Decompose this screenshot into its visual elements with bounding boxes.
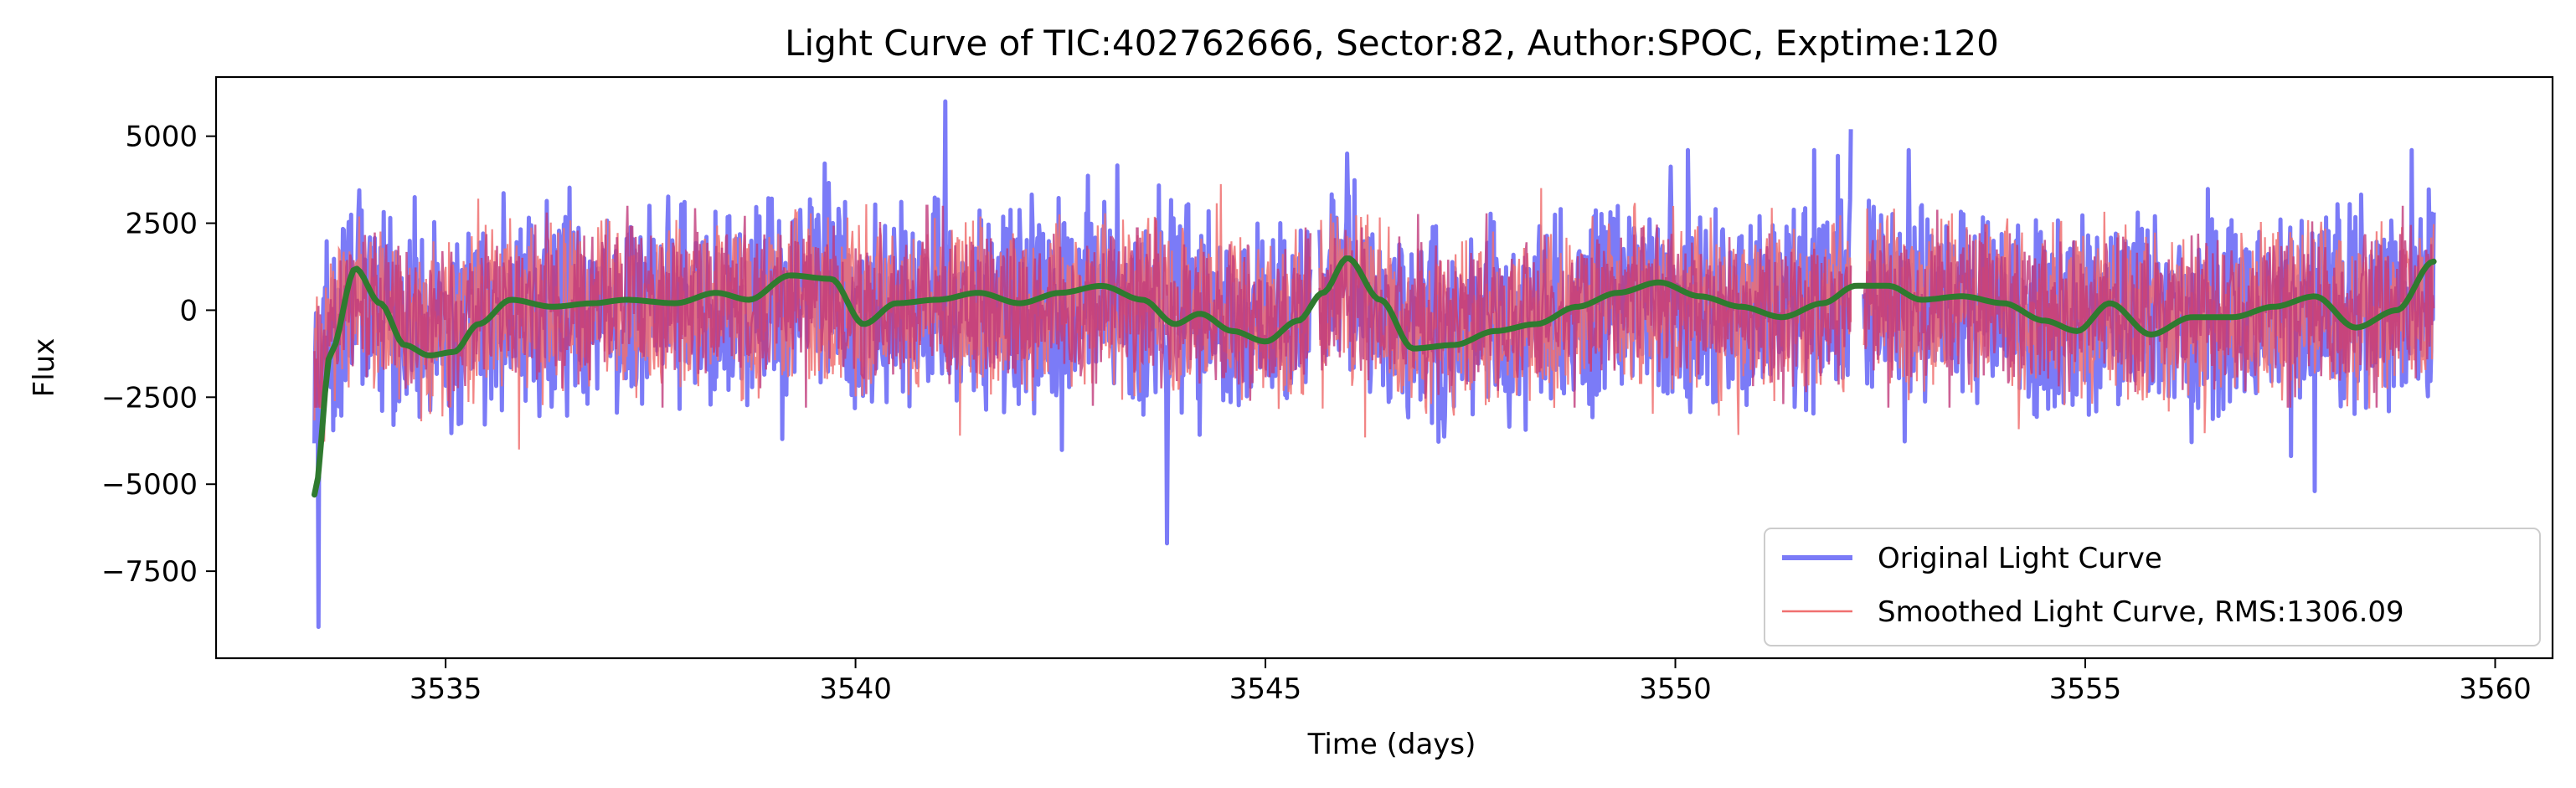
x-tick-label: 3535 (410, 672, 482, 706)
legend: Original Light Curve Smoothed Light Curv… (1764, 528, 2541, 646)
x-tick-label: 3560 (2459, 672, 2532, 706)
y-tick-label: 2500 (125, 208, 198, 241)
y-axis-label: Flux (28, 338, 61, 398)
legend-label-smoothed: Smoothed Light Curve, RMS:1306.09 (1878, 595, 2404, 629)
x-tick-label: 3555 (2049, 672, 2122, 706)
x-axis: 3535 3540 3545 3550 3555 3560 (410, 658, 2532, 706)
y-tick-label: 0 (179, 294, 198, 327)
legend-box (1764, 528, 2541, 646)
plot-area (214, 75, 2554, 660)
y-tick-label: −2500 (101, 381, 198, 415)
x-tick-label: 3545 (1229, 672, 1302, 706)
chart-title: Light Curve of TIC:402762666, Sector:82,… (785, 23, 1999, 64)
x-tick-label: 3540 (819, 672, 892, 706)
y-tick-label: −5000 (101, 468, 198, 502)
y-tick-label: −7500 (101, 555, 198, 589)
plot-frame (214, 75, 2554, 660)
y-tick-label: 5000 (125, 121, 198, 154)
x-axis-label: Time (days) (1307, 728, 1476, 761)
legend-label-original: Original Light Curve (1878, 542, 2162, 575)
series-trend-line (312, 255, 2437, 498)
y-axis: −7500 −5000 −2500 0 2500 5000 (101, 121, 216, 589)
x-tick-label: 3550 (1639, 672, 1712, 706)
